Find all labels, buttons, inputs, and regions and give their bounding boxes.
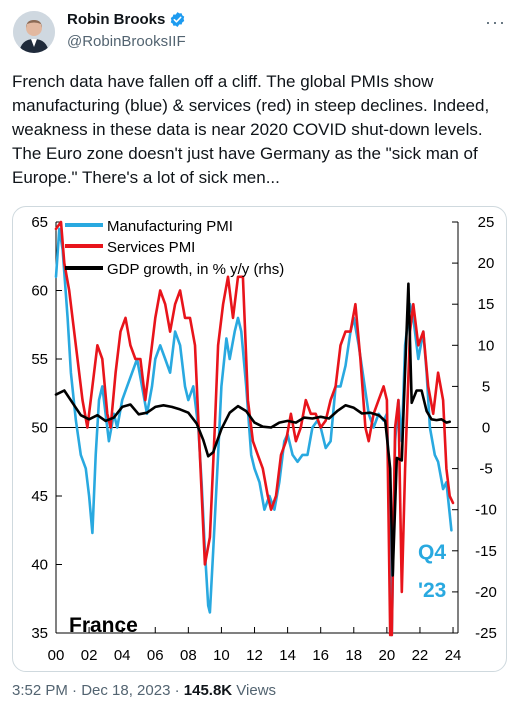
author-handle[interactable]: @RobinBrooksIIF [67, 33, 186, 50]
right-tick-label: -5 [479, 461, 492, 478]
x-tick-label: 22 [412, 647, 429, 664]
left-tick-label: 45 [31, 488, 48, 505]
views-label: Views [232, 682, 277, 699]
left-tick-label: 50 [31, 420, 48, 437]
services-line [54, 220, 455, 637]
legend-services-label: Services PMI [107, 239, 195, 256]
right-tick-label: 5 [482, 378, 490, 395]
left-tick-label: 65 [31, 214, 48, 231]
right-tick-label: -10 [475, 502, 497, 519]
x-tick-label: 02 [81, 647, 98, 664]
label-country: France [69, 614, 138, 637]
x-tick-label: 10 [213, 647, 230, 664]
x-tick-label: 24 [445, 647, 462, 664]
label-date-q: Q4 [418, 541, 446, 564]
right-tick-label: 10 [478, 337, 495, 354]
right-tick-label: 0 [482, 420, 490, 437]
verified-badge-icon [171, 12, 185, 27]
timestamp[interactable]: 3:52 PM · Dec 18, 2023 · [12, 682, 184, 699]
pmi-chart: 35 40 45 50 55 60 65 -25 -20 -15 -10 -5 0 5 10 15 20 25 00… [31, 214, 497, 664]
x-tick-label: 12 [246, 647, 263, 664]
x-tick-label: 20 [379, 647, 396, 664]
left-tick-label: 55 [31, 351, 48, 368]
x-tick-label: 04 [114, 647, 131, 664]
x-tick-label: 14 [279, 647, 296, 664]
more-options-icon[interactable]: ··· [485, 12, 506, 32]
legend-manufacturing-label: Manufacturing PMI [107, 218, 233, 235]
x-tick-label: 00 [48, 647, 65, 664]
views-count: 145.8K [183, 682, 233, 699]
right-tick-label: -15 [475, 543, 497, 560]
avatar[interactable] [13, 11, 55, 53]
tweet-meta: 3:52 PM · Dec 18, 2023 · 145.8K Views [12, 682, 276, 699]
gdp-line [54, 282, 451, 577]
right-tick-label: -20 [475, 584, 497, 601]
x-tick-label: 08 [180, 647, 197, 664]
manufacturing-line [54, 227, 453, 637]
author-row: Robin Brooks [67, 11, 186, 28]
left-tick-label: 40 [31, 557, 48, 574]
right-tick-label: -25 [475, 625, 497, 642]
right-tick-label: 25 [478, 214, 495, 231]
author-name[interactable]: Robin Brooks [67, 11, 166, 28]
x-tick-label: 18 [345, 647, 362, 664]
left-tick-label: 35 [31, 625, 48, 642]
tweet-text: French data have fallen off a cliff. The… [12, 72, 490, 187]
tweet-media[interactable]: 35 40 45 50 55 60 65 -25 -20 -15 -10 -5 0 5 10 15 20 25 00… [12, 206, 507, 672]
x-tick-label: 06 [147, 647, 164, 664]
x-tick-label: 16 [312, 647, 329, 664]
left-tick-label: 60 [31, 283, 48, 300]
right-tick-label: 15 [478, 296, 495, 313]
right-tick-label: 20 [478, 255, 495, 272]
label-date-y: '23 [418, 579, 446, 602]
legend-gdp-label: GDP growth, in % y/y (rhs) [107, 261, 284, 278]
